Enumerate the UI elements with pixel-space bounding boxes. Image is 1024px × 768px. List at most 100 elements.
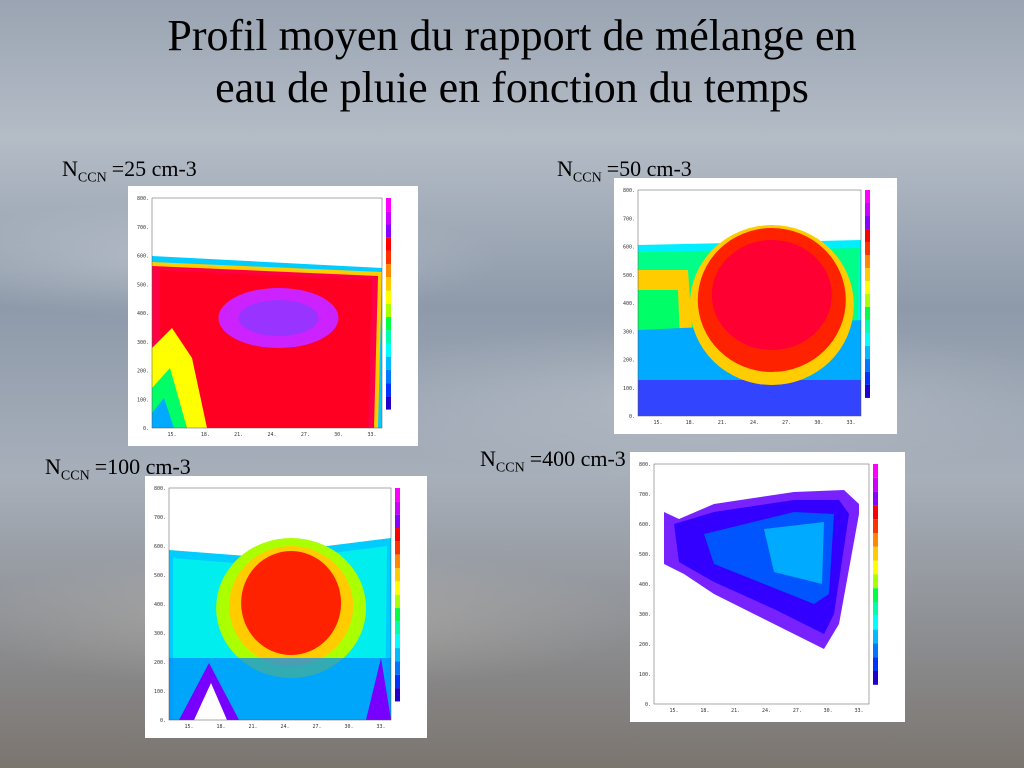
y-tick-label: 400.: [154, 602, 166, 608]
x-tick-label: 24.: [267, 432, 276, 438]
colorbar-segment: [873, 602, 878, 616]
colorbar-segment: [395, 581, 400, 595]
plot-area: [664, 490, 859, 649]
label-sub: CCN: [572, 170, 602, 186]
contour-plot: 0. 100. 200. 300. 400. 500. 600. 700. 800. 15. 18.…: [614, 178, 897, 434]
x-tick-label: 27.: [312, 724, 321, 730]
colorbar-segment: [386, 303, 391, 318]
plot-frame: [653, 463, 870, 705]
colorbar-segment: [865, 358, 870, 372]
x-tick-label: 33.: [846, 420, 855, 426]
title-line: eau de pluie en fonction du temps: [215, 63, 809, 112]
colorbar-segment: [865, 371, 870, 385]
colorbar-segment: [386, 356, 391, 370]
colorbar-segment: [395, 541, 400, 555]
y-tick-label: 100.: [137, 397, 149, 403]
colorbar-segment: [395, 674, 400, 689]
plot-area: [169, 538, 391, 720]
contour-region: [764, 522, 824, 584]
colorbar-segment: [395, 608, 400, 622]
x-tick-label: 27.: [782, 420, 791, 426]
x-tick-label: 15.: [167, 432, 176, 438]
y-tick-label: 100.: [154, 689, 166, 695]
y-tick-label: 800.: [623, 188, 635, 194]
y-tick-label: 300.: [623, 329, 635, 335]
x-tick-label: 18.: [216, 724, 225, 730]
colorbar-segment: [395, 488, 400, 502]
label-main: N: [62, 156, 78, 181]
y-tick-label: 0.: [160, 718, 166, 724]
y-tick-label: 200.: [137, 369, 149, 375]
contour-region: [711, 240, 832, 350]
y-tick-label: 200.: [623, 358, 635, 364]
contour-region: [238, 300, 319, 336]
y-tick-label: 300.: [137, 340, 149, 346]
colorbar-segment: [873, 546, 878, 561]
colorbar-segment: [865, 215, 870, 229]
colorbar-segment: [395, 648, 400, 662]
contour-region: [194, 683, 227, 720]
x-tick-label: 30.: [344, 724, 353, 730]
y-tick-label: 600.: [639, 522, 651, 528]
x-tick-label: 33.: [854, 708, 863, 714]
colorbar-segment: [386, 396, 391, 410]
colorbar-segment: [865, 202, 870, 216]
y-tick-label: 500.: [623, 273, 635, 279]
label-main: N: [45, 454, 61, 479]
label-rest: =50 cm-3: [606, 156, 692, 181]
colorbar-segment: [873, 629, 878, 644]
y-tick-label: 800.: [154, 486, 166, 492]
y-tick-label: 0.: [629, 414, 635, 420]
x-tick-label: 30.: [334, 432, 343, 438]
colorbar-segment: [865, 254, 870, 268]
x-tick-label: 24.: [750, 420, 759, 426]
colorbar-segment: [873, 519, 878, 533]
plot-frame: [168, 487, 392, 721]
x-tick-label: 18.: [201, 432, 210, 438]
colorbar-segment: [865, 241, 870, 255]
colorbar-segment: [865, 267, 870, 281]
label-sub: CCN: [60, 468, 90, 484]
colorbar-segment: [386, 264, 391, 278]
colorbar-segment: [873, 533, 878, 547]
y-tick-label: 300.: [639, 612, 651, 618]
colorbar-segment: [386, 290, 391, 304]
x-tick-label: 18.: [700, 708, 709, 714]
colorbar-segment: [386, 369, 391, 384]
label-main: N: [557, 156, 573, 181]
colorbar-segment: [386, 250, 391, 265]
y-tick-label: 400.: [623, 301, 635, 307]
colorbar-segment: [873, 560, 878, 575]
colorbar-segment: [395, 514, 400, 529]
y-tick-label: 400.: [639, 582, 651, 588]
panel-label: NCCN =25 cm-3: [62, 156, 197, 186]
colorbar-segment: [386, 211, 391, 225]
y-tick-label: 700.: [154, 515, 166, 521]
colorbar-segment: [873, 491, 878, 506]
contour-region: [366, 658, 391, 720]
x-tick-label: 15.: [669, 708, 678, 714]
label-sub: CCN: [77, 170, 107, 186]
y-tick-label: 600.: [154, 544, 166, 550]
colorbar-segment: [395, 528, 400, 542]
y-tick-label: 400.: [137, 311, 149, 317]
colorbar-segment: [873, 671, 878, 685]
colorbar-segment: [865, 280, 870, 294]
label-rest: =25 cm-3: [111, 156, 197, 181]
x-tick-label: 30.: [824, 708, 833, 714]
y-tick-label: 700.: [623, 216, 635, 222]
colorbar-segment: [865, 228, 870, 242]
colorbar-segment: [395, 661, 400, 675]
y-tick-label: 100.: [639, 672, 651, 678]
x-tick-label: 21.: [731, 708, 740, 714]
colorbar-segment: [386, 330, 391, 344]
y-tick-label: 600.: [137, 254, 149, 260]
label-rest: =400 cm-3: [529, 446, 626, 471]
colorbar-segment: [873, 588, 878, 602]
panel-label: NCCN =50 cm-3: [557, 156, 692, 186]
x-tick-label: 18.: [686, 420, 695, 426]
colorbar-segment: [873, 477, 878, 492]
y-tick-label: 500.: [137, 282, 149, 288]
contour-region: [638, 380, 861, 416]
